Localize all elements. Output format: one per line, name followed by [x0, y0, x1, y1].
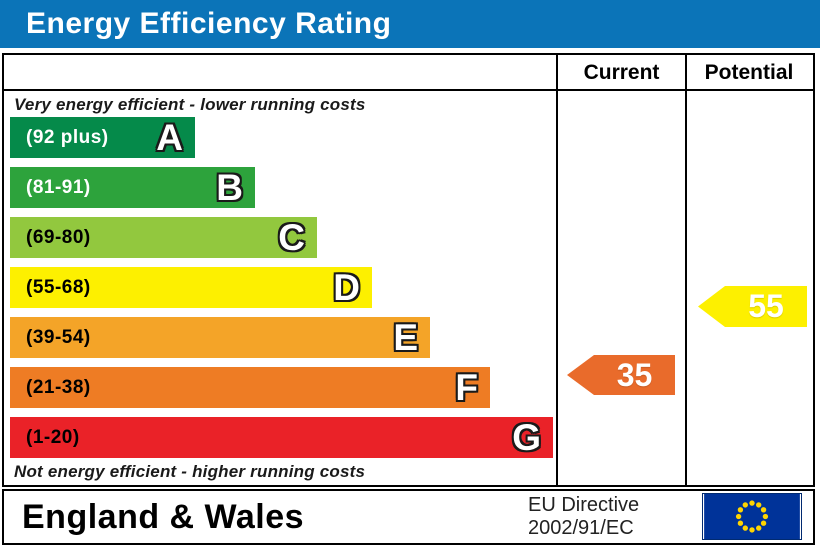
current-column-header: Current [583, 61, 660, 84]
band-range-label: (39-54) [26, 326, 91, 348]
band-B: (81-91) B [10, 167, 255, 208]
current-rating-arrow: 35 [567, 355, 675, 395]
band-letter: B [216, 167, 243, 208]
band-F: (21-38) F [10, 367, 490, 408]
eu-directive-label: EU Directive 2002/91/EC [528, 494, 639, 540]
band-range-label: (1-20) [26, 426, 80, 448]
band-E: (39-54) E [10, 317, 430, 358]
table-header-row [4, 55, 813, 91]
potential-column-divider [685, 55, 687, 485]
bottom-note: Not energy efficient - higher running co… [14, 462, 366, 481]
band-letter: E [393, 317, 418, 358]
potential-rating-arrow: 55 [698, 286, 807, 327]
band-range-label: (92 plus) [26, 126, 109, 148]
current-rating-value: 35 [616, 356, 653, 393]
region-label: England & Wales [22, 497, 305, 536]
potential-rating-value: 55 [748, 288, 784, 324]
band-C: (69-80) C [10, 217, 317, 258]
footer-bar: England & Wales EU Directive 2002/91/EC [2, 489, 815, 545]
rating-table: Current Potential Very energy efficient … [2, 53, 815, 487]
band-range-label: (81-91) [26, 176, 91, 198]
eu-directive-line1: EU Directive [528, 494, 640, 516]
band-A: (92 plus) A [10, 117, 195, 158]
band-letter: F [455, 367, 478, 408]
band-range-label: (55-68) [26, 276, 91, 298]
band-D: (55-68) D [10, 267, 372, 308]
band-letter: A [156, 117, 183, 158]
band-letter: D [333, 267, 360, 308]
eu-directive-line2: 2002/91/EC [528, 517, 634, 539]
band-letter: G [512, 417, 541, 458]
title-bar: Energy Efficiency Rating [0, 0, 820, 48]
current-column-divider [556, 55, 558, 485]
band-range-label: (69-80) [26, 226, 91, 248]
top-note: Very energy efficient - lower running co… [14, 95, 366, 114]
page-title: Energy Efficiency Rating [26, 7, 392, 40]
potential-column-header: Potential [704, 61, 794, 84]
band-range-label: (21-38) [26, 376, 91, 398]
band-G: (1-20) G [10, 417, 553, 458]
band-letter: C [278, 217, 305, 258]
eu-flag-icon [702, 493, 802, 540]
